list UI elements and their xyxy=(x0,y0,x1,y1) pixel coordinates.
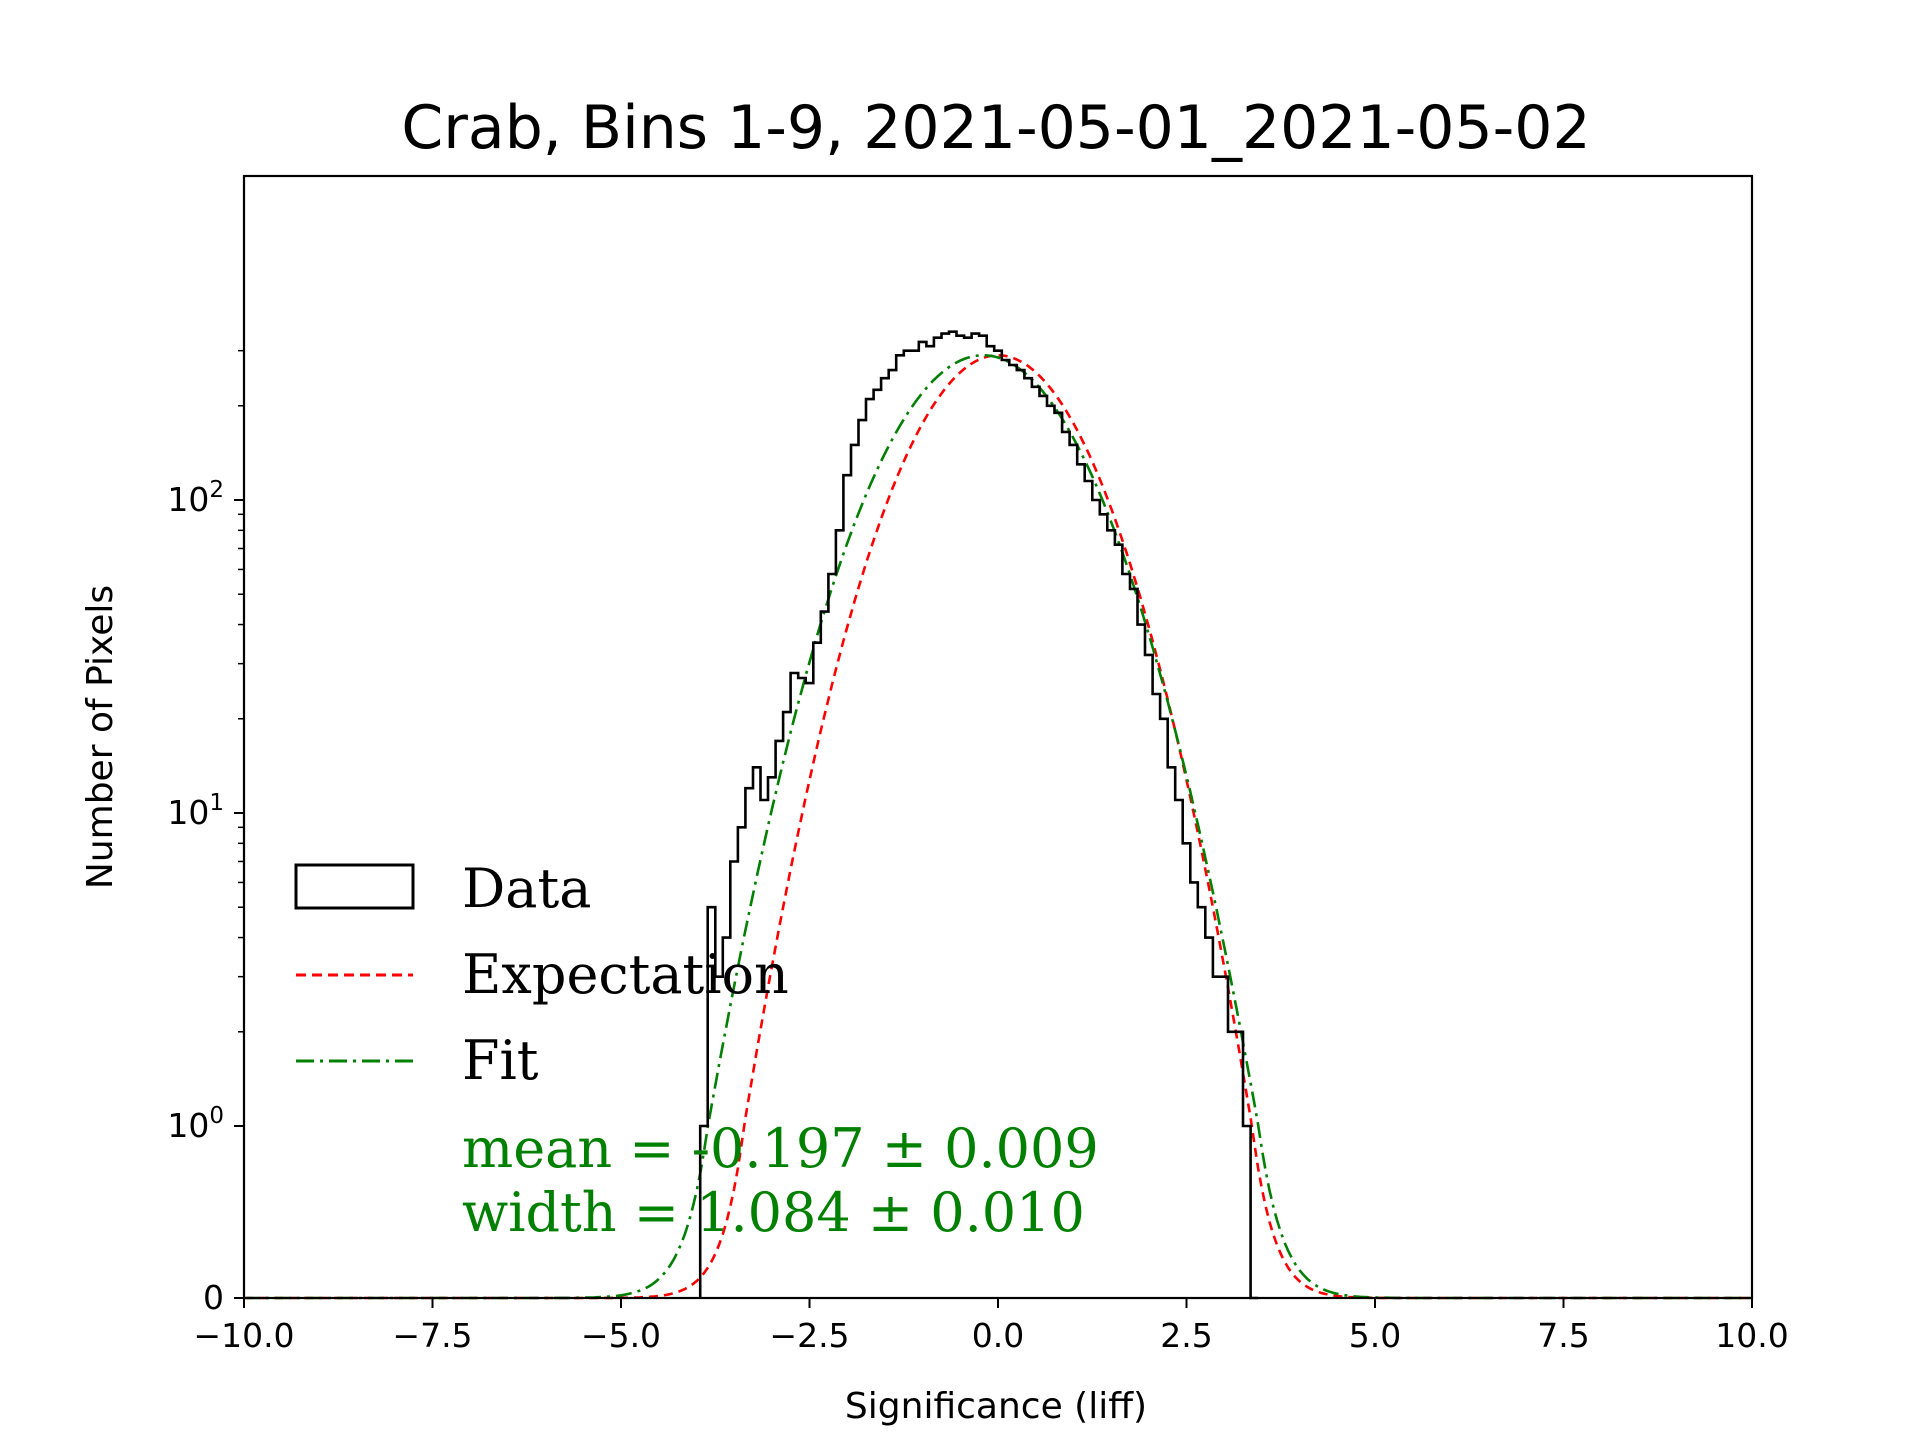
legend-swatch-data xyxy=(294,863,415,910)
x-axis: −10.0 −7.5 −5.0 −2.5 0.0 2.5 5.0 7.5 10.0 xyxy=(193,1298,1789,1355)
x-tick-label: −10.0 xyxy=(193,1316,294,1355)
y-axis: 0 100 101 102 xyxy=(167,349,244,1317)
x-tick-label: −7.5 xyxy=(392,1316,472,1355)
y-axis-label: Number of Pixels xyxy=(80,585,121,889)
legend-label-expectation: Expectation xyxy=(462,943,789,1006)
legend-label-fit: Fit xyxy=(462,1029,539,1092)
y-tick-label: 0 xyxy=(203,1278,224,1317)
x-tick-label: 0.0 xyxy=(972,1316,1024,1355)
chart-title: Crab, Bins 1-9, 2021-05-01_2021-05-02 xyxy=(401,93,1590,163)
x-tick-label: −5.0 xyxy=(581,1316,661,1355)
fit-width-annotation: width = 1.084 ± 0.010 xyxy=(462,1181,1085,1244)
legend-label-data: Data xyxy=(462,857,591,920)
data-step-line xyxy=(698,330,1259,1300)
x-tick-label: 5.0 xyxy=(1349,1316,1401,1355)
y-tick-label: 101 xyxy=(167,790,224,832)
x-tick-label: 2.5 xyxy=(1160,1316,1212,1355)
y-tick-label: 100 xyxy=(167,1103,224,1145)
legend: Data Expectation Fit xyxy=(294,857,789,1092)
x-axis-label: Significance (liff) xyxy=(845,1386,1147,1427)
x-tick-label: 7.5 xyxy=(1537,1316,1589,1355)
x-tick-label: −2.5 xyxy=(769,1316,849,1355)
x-tick-label: 10.0 xyxy=(1715,1316,1788,1355)
y-tick-label: 102 xyxy=(167,477,224,519)
fit-mean-annotation: mean = -0.197 ± 0.009 xyxy=(462,1117,1099,1180)
